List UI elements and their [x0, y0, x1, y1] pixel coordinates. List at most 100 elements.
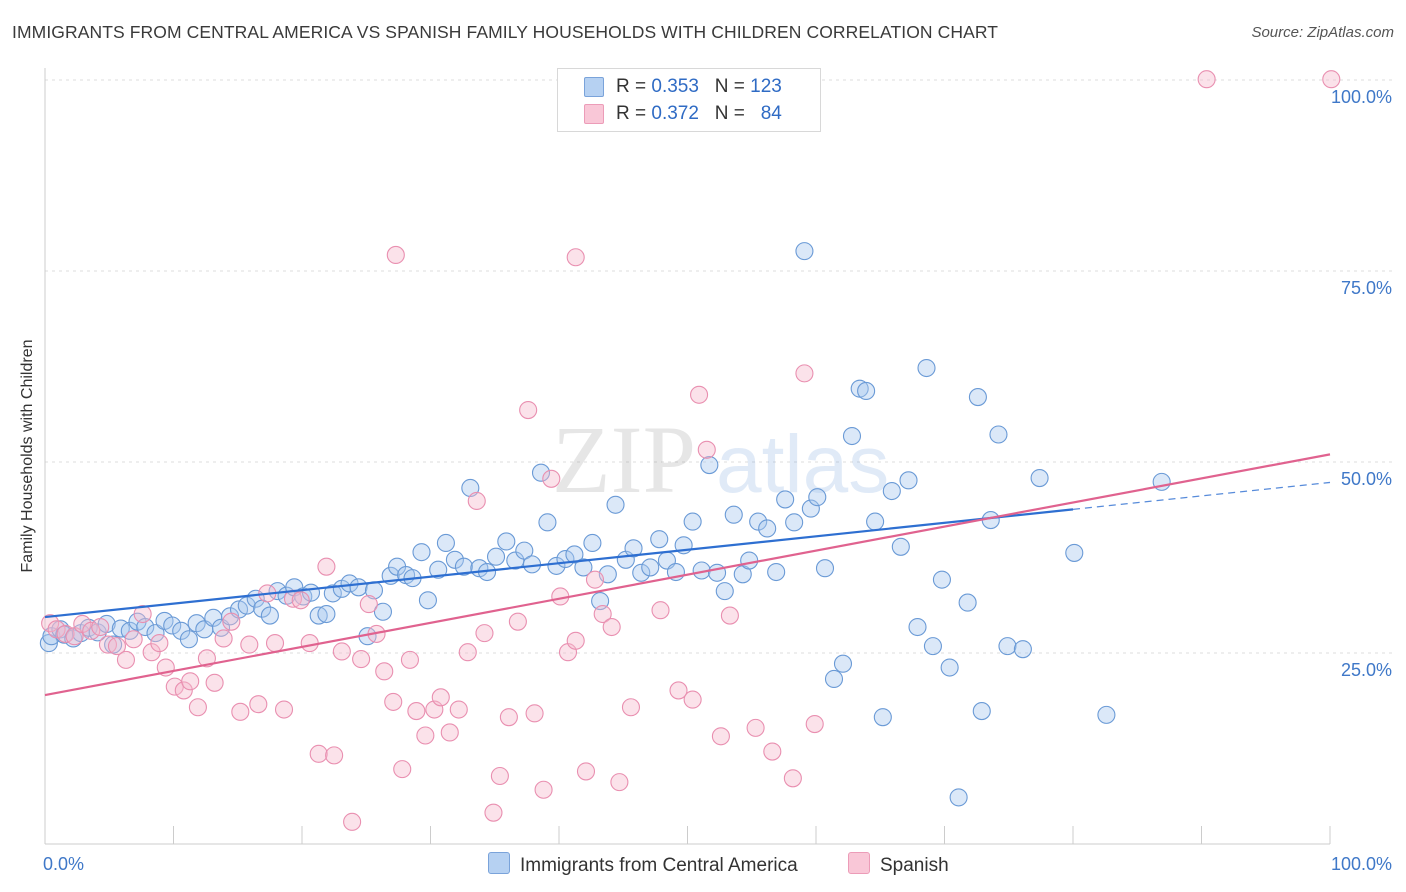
- point-immigrants: [700, 456, 719, 475]
- point-spanish: [683, 690, 702, 709]
- point-spanish: [1197, 70, 1216, 89]
- legend-n-value: 84: [760, 103, 782, 124]
- point-spanish: [795, 364, 814, 383]
- point-spanish: [475, 624, 494, 643]
- point-spanish: [107, 637, 127, 656]
- point-spanish: [711, 727, 730, 746]
- point-spanish: [174, 681, 193, 700]
- point-spanish: [542, 469, 561, 488]
- point-spanish: [240, 635, 259, 654]
- point-spanish: [150, 634, 169, 653]
- legend-n-value: 123: [750, 76, 782, 97]
- point-immigrants: [39, 634, 58, 653]
- point-spanish: [499, 708, 518, 727]
- point-spanish: [669, 681, 688, 700]
- point-immigrants: [650, 530, 669, 549]
- point-immigrants: [1097, 705, 1116, 724]
- point-spanish: [265, 634, 285, 653]
- source-label: Source: ZipAtlas.com: [1251, 24, 1394, 41]
- point-spanish: [440, 723, 459, 742]
- point-immigrants: [866, 512, 885, 531]
- y-tick-label: 75.0%: [1341, 278, 1392, 298]
- point-immigrants: [1030, 468, 1049, 488]
- point-immigrants: [683, 512, 702, 531]
- watermark-atlas: atlas: [716, 419, 889, 510]
- point-immigrants: [842, 426, 862, 446]
- point-spanish: [651, 601, 670, 620]
- series-immigrants-points: [39, 242, 1171, 807]
- point-spanish: [484, 803, 503, 822]
- point-immigrants: [454, 557, 473, 576]
- point-immigrants: [899, 471, 918, 490]
- point-immigrants: [418, 591, 437, 610]
- point-spanish: [763, 742, 782, 761]
- point-spanish: [352, 650, 371, 669]
- point-spanish: [332, 642, 351, 661]
- point-immigrants: [624, 539, 643, 558]
- point-immigrants: [538, 513, 557, 532]
- point-spanish: [720, 606, 739, 625]
- point-immigrants: [445, 550, 464, 569]
- point-spanish: [91, 617, 110, 637]
- point-spanish: [566, 631, 585, 650]
- point-immigrants: [412, 543, 431, 562]
- point-immigrants: [708, 563, 727, 582]
- point-immigrants: [429, 560, 448, 579]
- point-spanish: [400, 650, 419, 669]
- legend-n-label: N =: [714, 103, 751, 124]
- legend-item-spanish: Spanish: [848, 852, 949, 877]
- point-immigrants: [260, 606, 279, 625]
- point-immigrants: [565, 545, 584, 564]
- legend-n-label: N =: [714, 76, 751, 97]
- watermark-zip: ZIP: [552, 406, 696, 513]
- trend-line-immigrants: [44, 508, 1074, 619]
- point-immigrants: [833, 654, 853, 673]
- point-spanish: [449, 700, 468, 719]
- point-spanish: [309, 744, 328, 763]
- point-spanish: [585, 570, 605, 589]
- point-spanish: [576, 762, 596, 781]
- tick-labels: 25.0% 50.0% 75.0% 100.0% 0.0% 100.0%: [43, 87, 1392, 874]
- point-spanish: [124, 630, 143, 649]
- point-immigrants: [641, 558, 660, 577]
- point-spanish: [188, 698, 207, 717]
- point-immigrants: [776, 490, 795, 509]
- point-immigrants: [917, 358, 936, 378]
- point-spanish: [197, 649, 216, 668]
- point-spanish: [490, 766, 509, 786]
- legend-item-immigrants: Immigrants from Central America: [488, 852, 798, 877]
- point-immigrants: [724, 505, 743, 524]
- point-spanish: [525, 704, 544, 723]
- point-spanish: [407, 702, 426, 721]
- point-spanish: [458, 643, 477, 662]
- point-immigrants: [583, 533, 602, 553]
- point-immigrants: [958, 593, 977, 612]
- legend-r-label: R =: [616, 103, 652, 124]
- axes: [44, 68, 1331, 845]
- legend-label-immigrants: Immigrants from Central America: [520, 855, 798, 876]
- point-spanish: [205, 673, 224, 692]
- point-spanish: [116, 650, 136, 669]
- point-immigrants: [923, 637, 942, 656]
- point-spanish: [317, 557, 336, 576]
- y-tick-label: 50.0%: [1341, 469, 1392, 489]
- point-spanish: [222, 612, 241, 631]
- legend-swatch-blue: [488, 852, 510, 874]
- point-spanish: [98, 635, 118, 654]
- point-spanish: [325, 746, 344, 765]
- point-spanish: [467, 491, 486, 511]
- point-spanish: [142, 643, 161, 662]
- point-immigrants: [857, 381, 876, 400]
- point-spanish: [133, 604, 152, 624]
- x-tick-label: 0.0%: [43, 854, 84, 874]
- point-spanish: [783, 769, 802, 788]
- point-immigrants: [749, 512, 768, 531]
- watermark: ZIP atlas: [552, 406, 889, 513]
- point-immigrants: [968, 388, 987, 407]
- point-immigrants: [506, 551, 525, 570]
- x-tick-label: 100.0%: [1331, 854, 1392, 874]
- point-spanish: [359, 595, 378, 614]
- y-tick-label: 100.0%: [1331, 87, 1392, 107]
- legend-label-spanish: Spanish: [880, 855, 949, 876]
- trend-line-spanish: [44, 453, 1331, 697]
